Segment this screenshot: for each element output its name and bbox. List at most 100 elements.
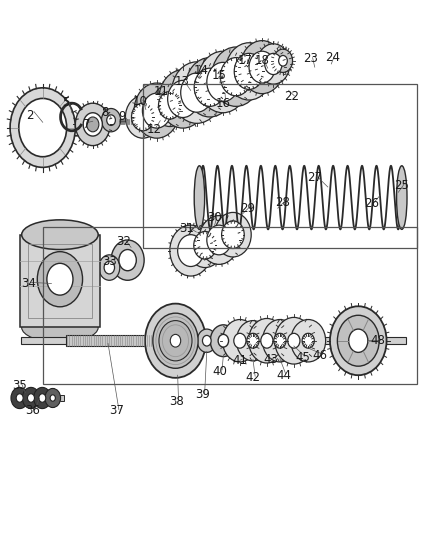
- Circle shape: [302, 333, 314, 348]
- Text: 44: 44: [276, 369, 291, 382]
- Circle shape: [165, 327, 186, 354]
- Circle shape: [237, 320, 269, 361]
- Circle shape: [257, 44, 290, 84]
- Text: 31: 31: [179, 222, 194, 235]
- Circle shape: [291, 319, 325, 362]
- Circle shape: [134, 83, 180, 138]
- Circle shape: [218, 334, 229, 347]
- Circle shape: [220, 58, 252, 96]
- Circle shape: [83, 113, 102, 136]
- Text: 17: 17: [237, 54, 253, 67]
- Circle shape: [223, 319, 257, 362]
- Circle shape: [354, 335, 363, 346]
- Text: 35: 35: [12, 379, 27, 392]
- Circle shape: [261, 333, 273, 348]
- Circle shape: [168, 80, 198, 117]
- Circle shape: [37, 252, 82, 307]
- Text: 29: 29: [240, 201, 255, 215]
- Circle shape: [16, 394, 23, 402]
- Text: 33: 33: [102, 255, 117, 268]
- Ellipse shape: [194, 166, 205, 229]
- Text: 8: 8: [101, 106, 109, 119]
- Circle shape: [207, 225, 231, 255]
- Circle shape: [111, 240, 144, 280]
- Circle shape: [212, 47, 260, 107]
- Circle shape: [187, 223, 223, 268]
- Circle shape: [222, 221, 244, 248]
- Circle shape: [99, 255, 120, 280]
- Text: 11: 11: [154, 85, 169, 98]
- Text: 42: 42: [245, 372, 261, 384]
- Text: 43: 43: [263, 353, 278, 366]
- Text: 23: 23: [303, 52, 318, 65]
- Circle shape: [172, 62, 222, 123]
- Circle shape: [22, 387, 40, 409]
- Circle shape: [75, 103, 110, 146]
- Circle shape: [87, 117, 99, 132]
- Circle shape: [198, 51, 248, 113]
- Text: 30: 30: [207, 211, 222, 224]
- Circle shape: [170, 334, 181, 347]
- Circle shape: [10, 88, 75, 167]
- Circle shape: [194, 231, 216, 259]
- Circle shape: [247, 333, 259, 348]
- Circle shape: [337, 316, 379, 366]
- Text: 16: 16: [216, 96, 231, 110]
- Text: 34: 34: [21, 277, 36, 290]
- Circle shape: [153, 313, 198, 368]
- Circle shape: [45, 389, 60, 408]
- Circle shape: [226, 43, 272, 100]
- Text: 18: 18: [254, 54, 269, 67]
- Text: 13: 13: [175, 76, 190, 88]
- Text: 14: 14: [193, 64, 208, 77]
- Text: 39: 39: [195, 389, 210, 401]
- Text: 46: 46: [312, 349, 328, 362]
- Circle shape: [170, 225, 212, 276]
- Text: 38: 38: [169, 395, 184, 408]
- Circle shape: [197, 329, 216, 352]
- Bar: [28, 244, 92, 318]
- Text: 25: 25: [394, 180, 409, 192]
- Text: 10: 10: [132, 94, 147, 108]
- Circle shape: [50, 395, 55, 401]
- Circle shape: [262, 319, 297, 362]
- Circle shape: [234, 333, 246, 348]
- Circle shape: [234, 53, 264, 90]
- Circle shape: [47, 263, 73, 295]
- Circle shape: [142, 93, 171, 128]
- Circle shape: [28, 394, 35, 402]
- Text: 27: 27: [307, 171, 322, 184]
- Bar: [17, 395, 64, 401]
- Circle shape: [159, 70, 207, 128]
- Circle shape: [152, 84, 187, 126]
- Circle shape: [273, 49, 293, 72]
- Circle shape: [102, 109, 120, 132]
- Text: 28: 28: [275, 196, 290, 209]
- Circle shape: [104, 261, 115, 274]
- Text: 36: 36: [25, 404, 40, 417]
- Circle shape: [39, 394, 46, 402]
- Bar: [20, 235, 100, 327]
- Circle shape: [288, 333, 300, 348]
- Circle shape: [107, 115, 116, 125]
- Circle shape: [330, 306, 387, 375]
- Text: 48: 48: [371, 334, 385, 347]
- Circle shape: [265, 53, 282, 75]
- Text: 41: 41: [233, 354, 247, 367]
- Text: 7: 7: [82, 118, 90, 131]
- Bar: [66, 335, 155, 346]
- Ellipse shape: [396, 166, 407, 229]
- Text: 26: 26: [364, 197, 379, 211]
- Circle shape: [199, 216, 239, 264]
- Circle shape: [185, 58, 234, 117]
- Circle shape: [11, 387, 28, 409]
- Circle shape: [119, 249, 136, 271]
- Circle shape: [34, 387, 51, 409]
- Circle shape: [249, 51, 275, 83]
- Circle shape: [159, 92, 181, 119]
- Text: 32: 32: [116, 235, 131, 247]
- Circle shape: [274, 333, 286, 348]
- Circle shape: [279, 55, 287, 66]
- Circle shape: [170, 334, 181, 347]
- Circle shape: [202, 335, 211, 346]
